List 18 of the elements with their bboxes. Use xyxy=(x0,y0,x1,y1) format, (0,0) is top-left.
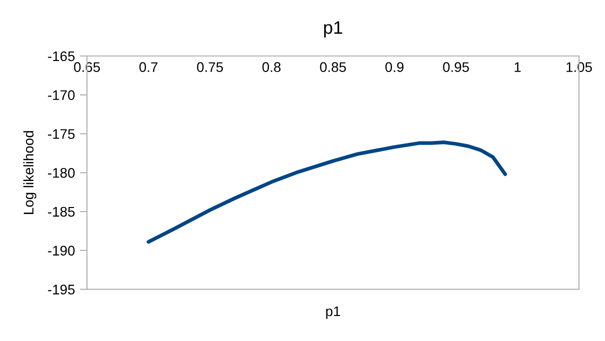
x-tick-label: 0.8 xyxy=(262,62,281,72)
y-tick-label: -185 xyxy=(48,206,75,217)
x-axis-title: p1 xyxy=(326,306,340,319)
x-tick-label: 0.85 xyxy=(320,62,346,72)
y-tick-label: -170 xyxy=(48,90,75,100)
y-tick-label: -190 xyxy=(48,246,75,256)
chart-title: p1 xyxy=(324,21,342,38)
y-tick-label: -165 xyxy=(48,51,75,62)
y-tick-label: -175 xyxy=(48,129,75,139)
line-series xyxy=(146,140,508,244)
x-tick-label: 1 xyxy=(514,62,521,72)
x-tick-label: 0.75 xyxy=(197,62,223,72)
x-tick-label: 0.95 xyxy=(443,62,469,72)
y-axis-title: Log likelihood xyxy=(23,131,36,214)
y-tick-label: -180 xyxy=(48,168,75,178)
x-tick-label: 0.9 xyxy=(385,62,404,72)
y-tick-label: -195 xyxy=(48,284,75,294)
x-tick-label: 0.7 xyxy=(139,62,158,72)
